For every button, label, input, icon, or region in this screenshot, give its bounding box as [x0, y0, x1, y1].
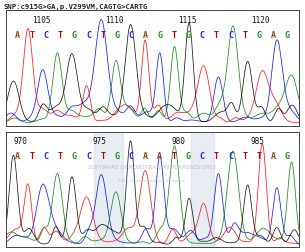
Text: C: C — [200, 31, 205, 40]
Text: 980: 980 — [172, 137, 186, 146]
Text: 975: 975 — [93, 137, 107, 146]
Text: G: G — [114, 152, 120, 161]
Text: C: C — [228, 152, 233, 161]
Text: T: T — [257, 152, 261, 161]
Text: SOFTWARE DEMONSTRATION PURPOSES ONLY: SOFTWARE DEMONSTRATION PURPOSES ONLY — [88, 164, 217, 169]
Text: T: T — [242, 152, 247, 161]
Text: G: G — [114, 31, 120, 40]
Text: C: C — [200, 152, 205, 161]
Text: T: T — [58, 31, 63, 40]
Text: G: G — [185, 31, 191, 40]
Text: G: G — [72, 31, 77, 40]
Text: C: C — [86, 152, 91, 161]
Text: A: A — [15, 31, 20, 40]
Text: 1115: 1115 — [178, 16, 197, 25]
Text: T: T — [214, 31, 219, 40]
Text: T: T — [214, 152, 219, 161]
Text: A: A — [15, 152, 20, 161]
Text: 985: 985 — [251, 137, 265, 146]
Text: T: T — [29, 152, 34, 161]
Text: T: T — [100, 31, 105, 40]
Text: 970: 970 — [14, 137, 28, 146]
Text: T: T — [29, 31, 34, 40]
Text: A: A — [271, 152, 276, 161]
Text: 1110: 1110 — [105, 16, 124, 25]
Text: SNP:c915G>GA,p.V299VM,CAGTG>CARTG: SNP:c915G>GA,p.V299VM,CAGTG>CARTG — [3, 4, 147, 10]
Text: G: G — [257, 31, 261, 40]
Text: G: G — [185, 152, 191, 161]
Text: 1120: 1120 — [252, 16, 270, 25]
Text: C: C — [129, 31, 134, 40]
Text: T: T — [58, 152, 63, 161]
Text: A: A — [271, 31, 276, 40]
Bar — [94, 132, 123, 247]
Text: C: C — [44, 152, 48, 161]
Text: T: T — [100, 152, 105, 161]
Text: T: T — [242, 31, 247, 40]
Text: 1105: 1105 — [32, 16, 51, 25]
Text: G: G — [72, 152, 77, 161]
Text: T: T — [171, 152, 176, 161]
Bar — [191, 132, 214, 247]
Text: A: A — [143, 31, 148, 40]
Text: C: C — [129, 152, 134, 161]
Text: G: G — [285, 152, 290, 161]
Text: DNA Variant Analysis Software: DNA Variant Analysis Software — [119, 178, 186, 182]
Text: C: C — [228, 31, 233, 40]
Text: G: G — [285, 31, 290, 40]
Text: C: C — [86, 31, 91, 40]
Text: G: G — [157, 31, 162, 40]
Text: T: T — [171, 31, 176, 40]
Text: A: A — [157, 152, 162, 161]
Text: C: C — [44, 31, 48, 40]
Text: A: A — [143, 152, 148, 161]
